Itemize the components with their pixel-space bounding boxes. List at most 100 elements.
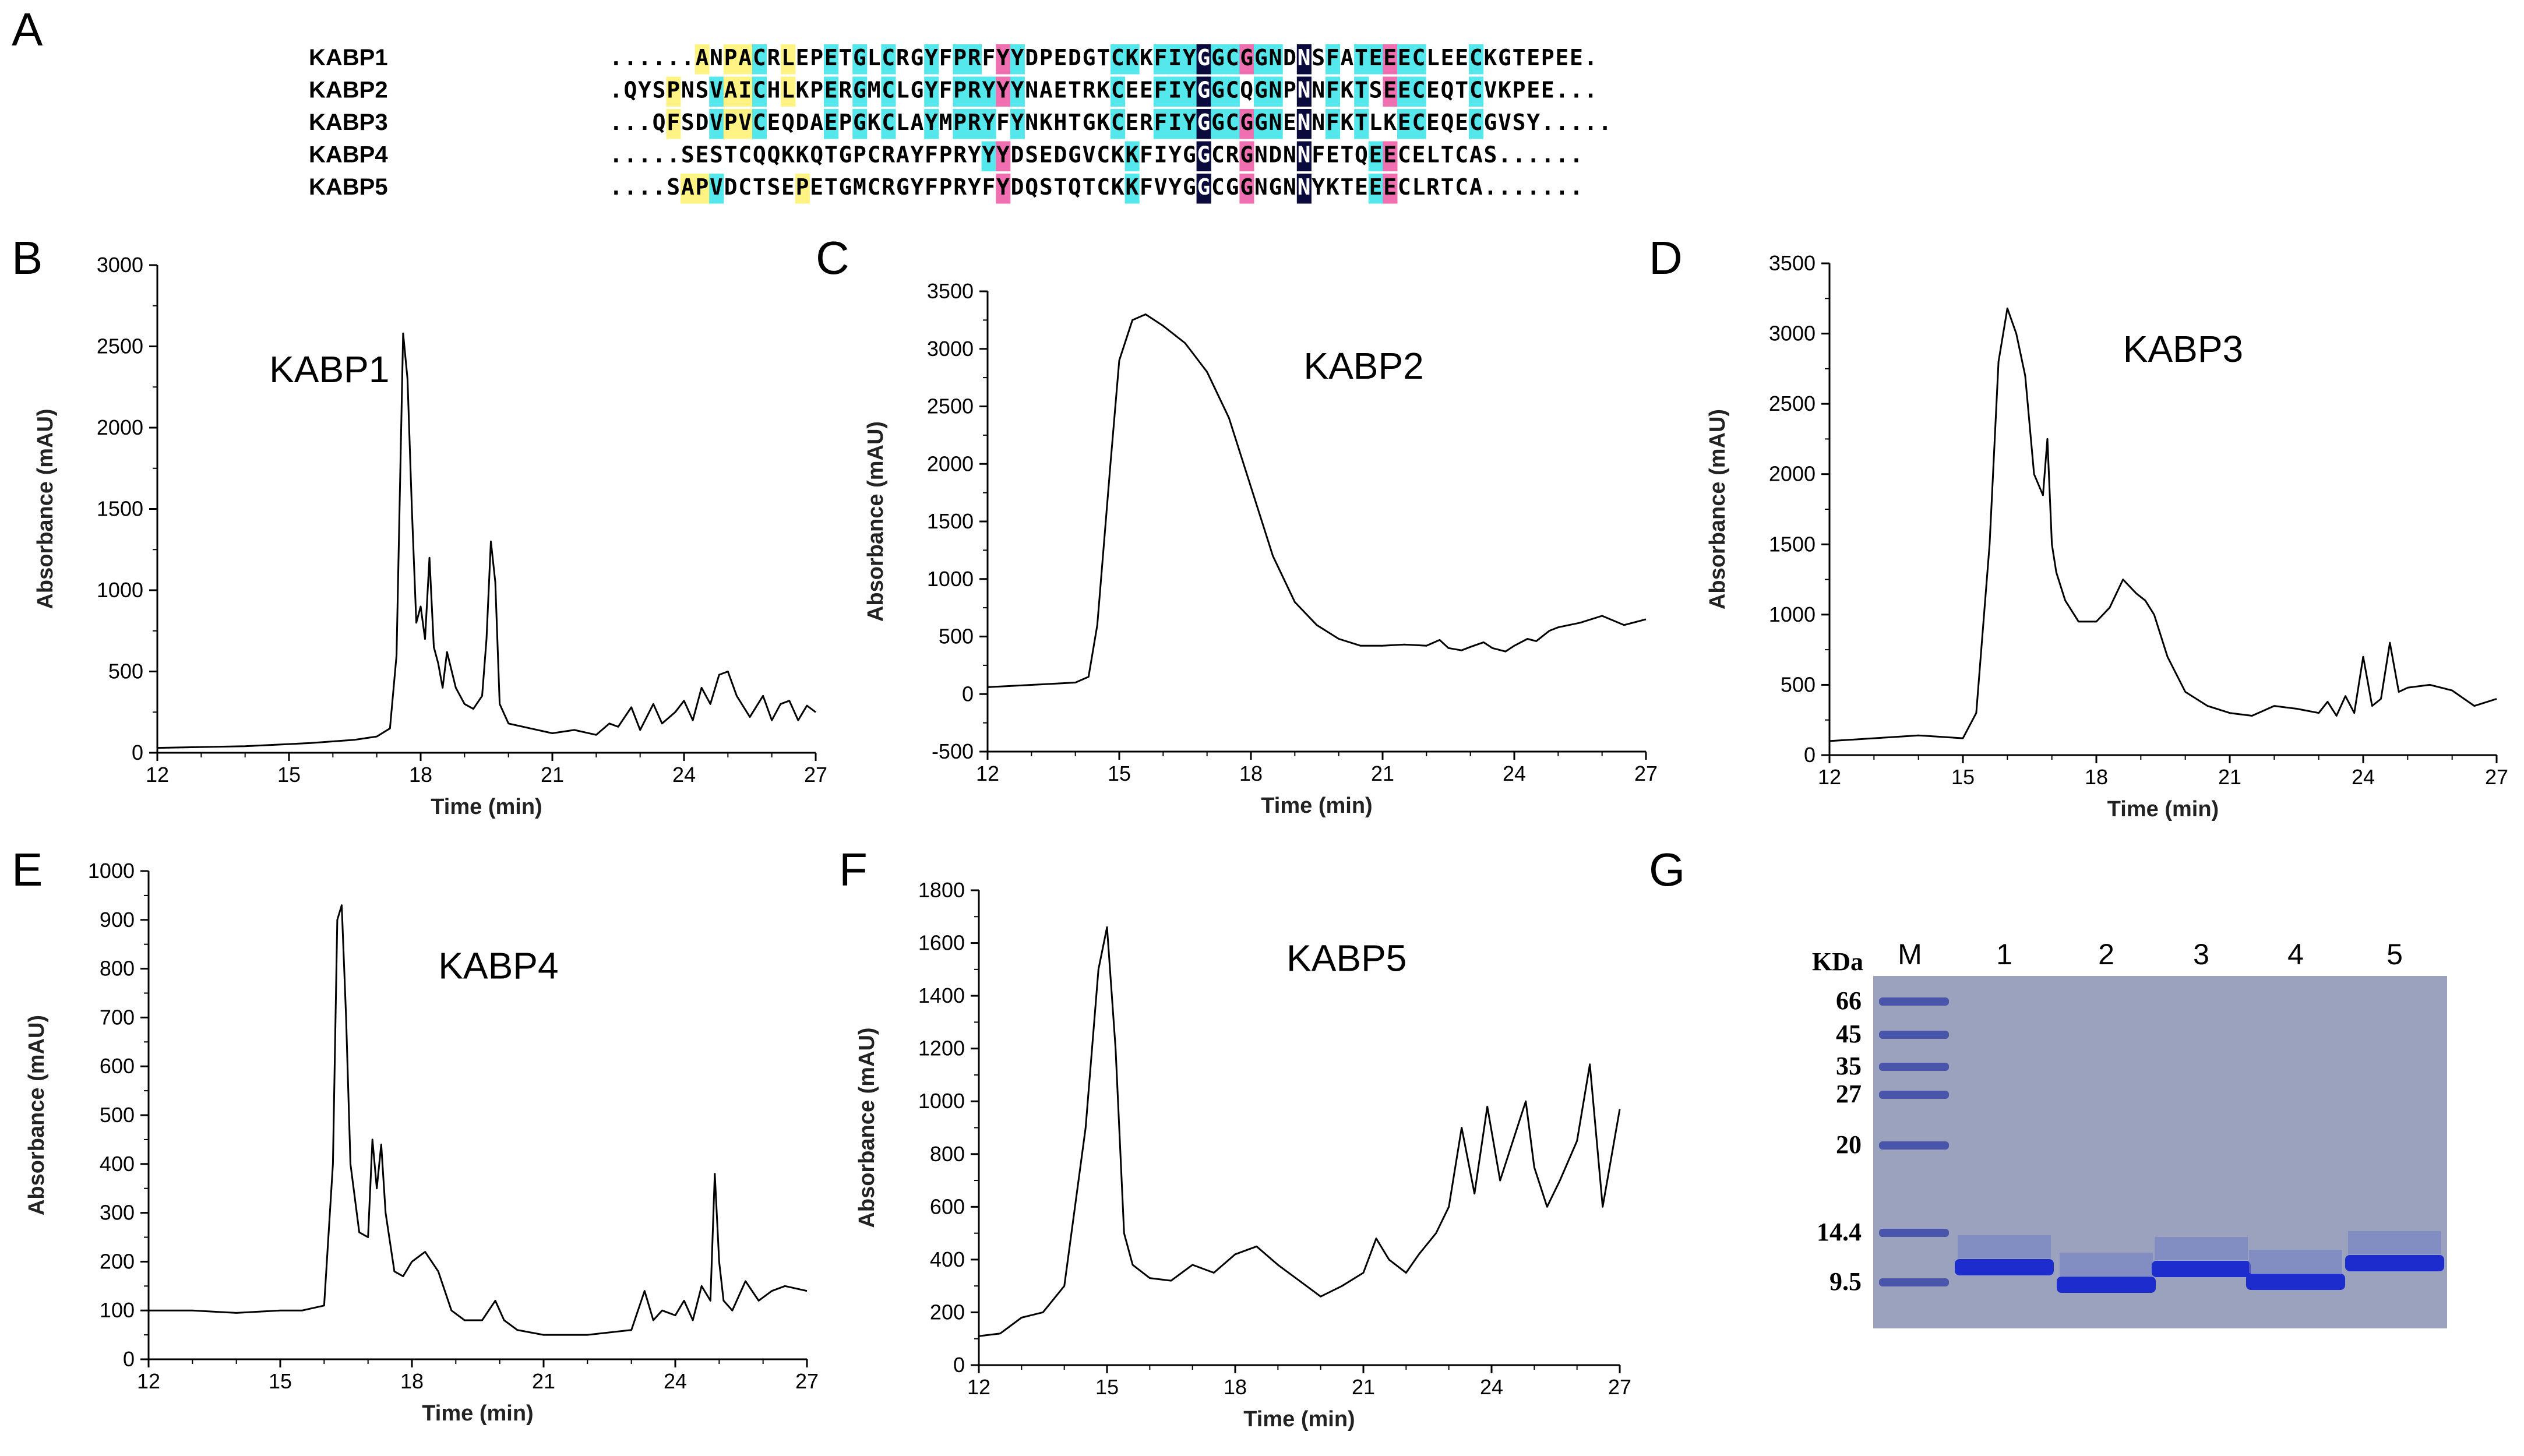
residue: V — [738, 110, 752, 135]
x-tick-label: 21 — [541, 763, 564, 787]
gap-dot: . — [623, 45, 637, 70]
y-tick-label: 900 — [100, 908, 135, 932]
x-tick-label: 18 — [2085, 765, 2108, 789]
residue: E — [1125, 77, 1138, 103]
residue: K — [1125, 45, 1138, 70]
residue: K — [796, 142, 809, 168]
y-tick-label: 600 — [100, 1054, 135, 1078]
residue: N — [1312, 77, 1325, 103]
residue-highlight — [1368, 44, 1383, 75]
residue: F — [939, 45, 953, 70]
residue: C — [1111, 45, 1124, 70]
residue: Y — [1168, 174, 1182, 200]
ladder-band — [1879, 997, 1949, 1006]
residue: S — [667, 174, 680, 200]
residue-highlight — [1469, 44, 1484, 75]
residue: C — [1469, 110, 1483, 135]
x-axis-title: Time (min) — [431, 795, 542, 819]
residue: L — [868, 45, 881, 70]
x-axis-title: Time (min) — [1261, 794, 1372, 818]
sequence-name: KABP3 — [309, 110, 388, 135]
residue-highlight — [1268, 109, 1283, 139]
molecular-weight-label: 14.4 — [1817, 1218, 1862, 1246]
residue: V — [1083, 142, 1096, 168]
residue: E — [1555, 45, 1568, 70]
y-tick-label: 0 — [1804, 743, 1816, 767]
molecular-weight-label: 27 — [1836, 1080, 1862, 1108]
residue-highlight — [752, 44, 767, 75]
residue: N — [1298, 174, 1311, 200]
residue: E — [1383, 142, 1397, 168]
molecular-weight-label: 35 — [1836, 1052, 1862, 1080]
residue: T — [1053, 174, 1067, 200]
residue: A — [695, 45, 708, 70]
y-tick-label: 1200 — [918, 1037, 965, 1060]
residue: E — [1053, 45, 1067, 70]
residue: P — [724, 45, 738, 70]
residue: K — [1039, 110, 1053, 135]
residue: C — [882, 77, 895, 103]
residue: K — [1097, 110, 1110, 135]
residue: T — [1068, 110, 1081, 135]
residue: E — [1283, 110, 1296, 135]
residue: A — [910, 110, 923, 135]
residue: T — [724, 142, 738, 168]
residue: G — [1083, 110, 1096, 135]
residue-highlight — [996, 141, 1011, 171]
residue: V — [710, 174, 723, 200]
chromatogram-kabp4: 12 15 18 21 24 27 0 100 200 300 400 500 600 700 800 900… — [24, 859, 819, 1426]
residue: T — [1355, 45, 1368, 70]
residue: C — [1398, 174, 1411, 200]
residue: Y — [1183, 110, 1196, 135]
residue: G — [1197, 110, 1210, 135]
residue: T — [1355, 110, 1368, 135]
sample-band-faint — [2348, 1231, 2441, 1254]
y-tick-label: 2500 — [97, 334, 143, 358]
x-tick-label: 21 — [1371, 762, 1394, 785]
residue: N — [1298, 45, 1311, 70]
gel-lane-label: 2 — [2098, 938, 2114, 971]
residue: P — [853, 142, 866, 168]
residue-highlight — [1168, 76, 1183, 107]
residue-highlight — [1326, 76, 1341, 107]
residue: A — [1469, 174, 1483, 200]
residue-highlight — [1239, 174, 1254, 204]
residue: G — [1197, 45, 1210, 70]
y-tick-label: 0 — [123, 1347, 135, 1371]
residue-highlight — [1111, 76, 1126, 107]
residue: E — [824, 77, 838, 103]
gap-dot: . — [1541, 174, 1554, 200]
gel-lane-label: M — [1898, 938, 1922, 971]
gel-unit-label: KDa — [1812, 947, 1863, 976]
residue: G — [838, 174, 852, 200]
residue: K — [1498, 77, 1511, 103]
residue: E — [1455, 45, 1468, 70]
gap-dot: . — [638, 142, 651, 168]
ladder-band — [1879, 1141, 1949, 1150]
gap-dot: . — [1513, 174, 1526, 200]
residue: R — [838, 77, 852, 103]
gap-dot: . — [1555, 142, 1568, 168]
panel-letter-g: G — [1649, 844, 1685, 896]
residue: C — [868, 174, 881, 200]
gap-dot: . — [1527, 142, 1540, 168]
x-axis-title: Time (min) — [1243, 1407, 1355, 1432]
residue-highlight — [1153, 44, 1168, 75]
residue: I — [1168, 45, 1182, 70]
residue: L — [1412, 174, 1425, 200]
residue: E — [1039, 142, 1053, 168]
y-tick-label: 300 — [100, 1201, 135, 1225]
residue: D — [724, 174, 738, 200]
residue: E — [1570, 45, 1583, 70]
y-tick-label: 1000 — [97, 578, 143, 602]
residue: T — [1083, 174, 1096, 200]
residue-highlight — [824, 109, 839, 139]
residue-highlight — [852, 44, 868, 75]
gap-dot: . — [653, 45, 666, 70]
gap-dot: . — [1570, 142, 1583, 168]
residue: K — [1140, 45, 1153, 70]
chart-title: KABP3 — [2123, 328, 2243, 370]
residue: G — [1068, 142, 1081, 168]
panel-letter-e: E — [12, 844, 43, 896]
